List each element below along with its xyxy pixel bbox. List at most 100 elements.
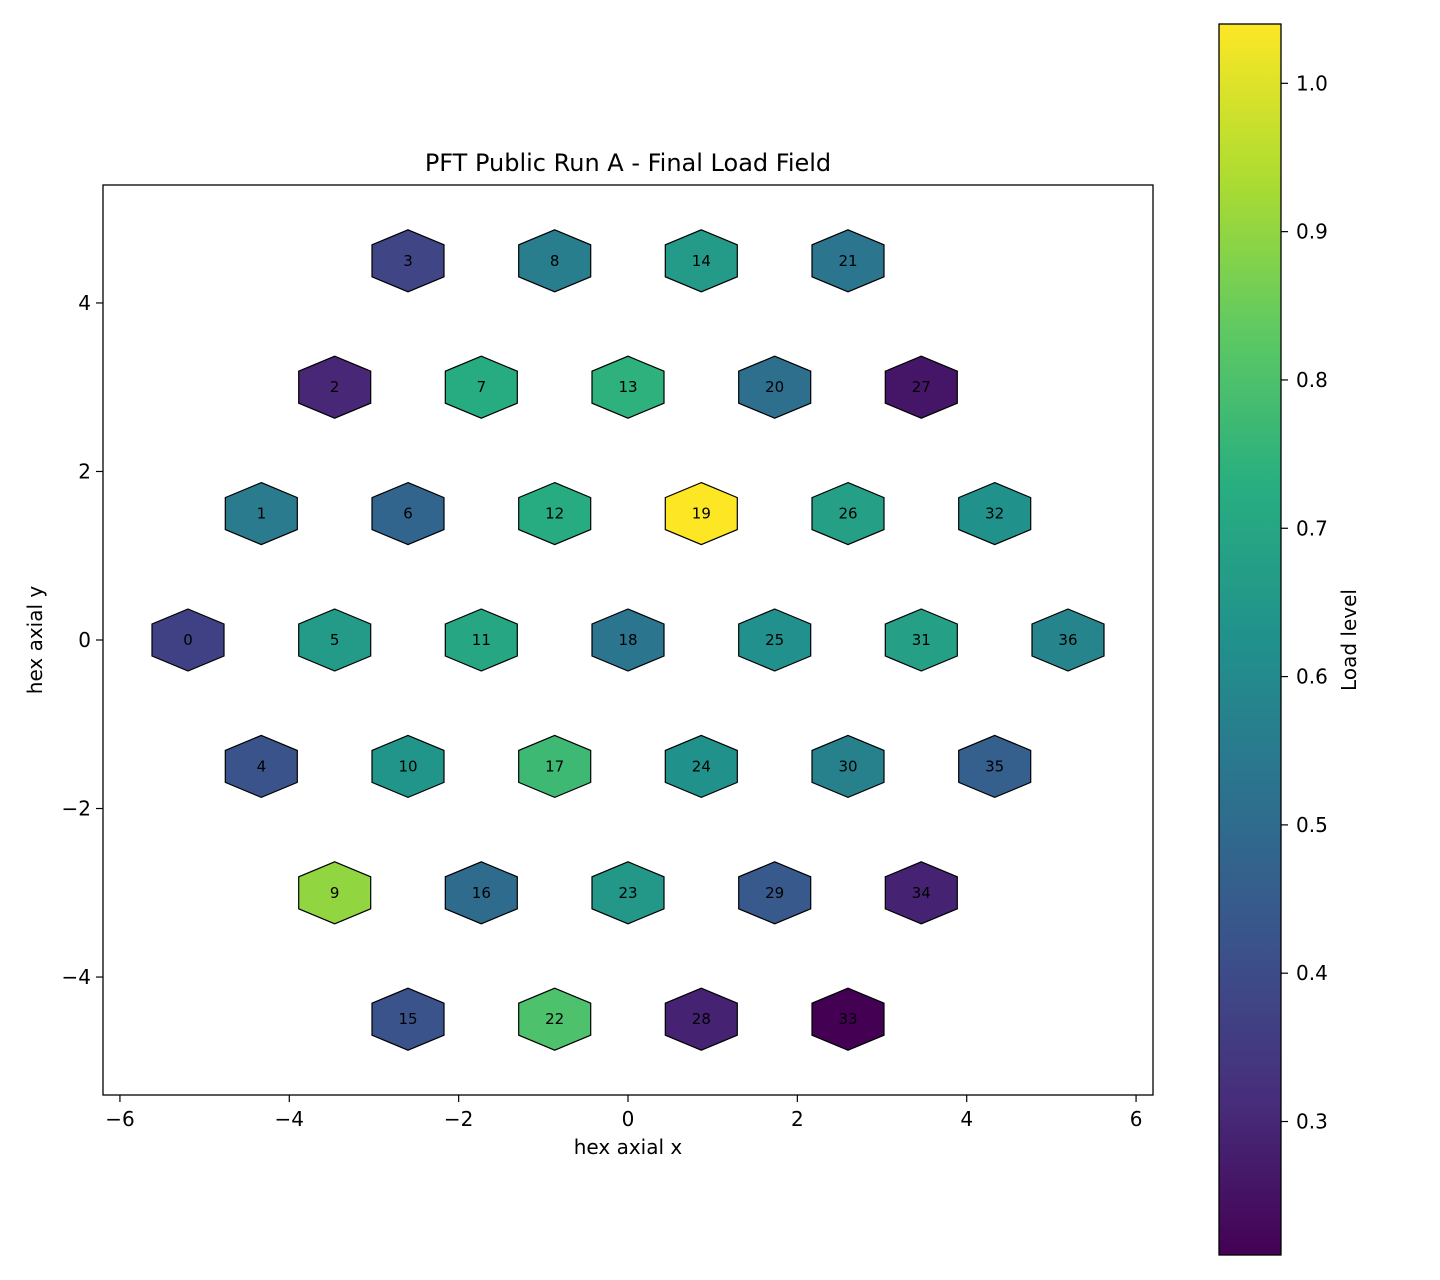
hex-cell-4: 4 <box>224 734 298 799</box>
hex-cell-label: 4 <box>257 757 267 775</box>
hex-cell-label: 17 <box>545 757 564 775</box>
hex-cell-35: 35 <box>958 734 1032 799</box>
x-tick-label: −6 <box>105 1107 134 1131</box>
y-tick-label: 0 <box>78 628 91 652</box>
hex-cell-shape <box>518 734 592 799</box>
hex-cell-label: 11 <box>472 631 491 649</box>
hex-cell-shape <box>591 355 665 419</box>
hex-cell-shape <box>371 734 445 799</box>
hex-cell-shape <box>664 734 738 799</box>
hex-cell-31: 31 <box>884 608 958 672</box>
hex-cell-8: 8 <box>518 229 592 293</box>
hex-cell-19: 19 <box>664 481 738 546</box>
hex-cell-7: 7 <box>444 355 518 419</box>
hex-cell-label: 1 <box>257 505 267 523</box>
hex-cell-0: 0 <box>151 608 225 672</box>
colorbar-tick-label: 0.6 <box>1296 665 1328 689</box>
hex-cell-shape <box>298 355 372 419</box>
hex-cell-shape <box>884 861 958 925</box>
hex-cell-29: 29 <box>738 861 812 925</box>
hex-cell-shape <box>664 481 738 546</box>
hex-cell-label: 18 <box>618 631 637 649</box>
hex-cell-shape <box>444 608 518 672</box>
hex-cell-label: 6 <box>403 505 413 523</box>
hex-cell-30: 30 <box>811 734 885 799</box>
hex-cell-shape <box>811 987 885 1051</box>
hex-cell-label: 36 <box>1058 631 1077 649</box>
hex-cell-label: 14 <box>692 252 711 270</box>
hex-cell-label: 2 <box>330 378 340 396</box>
hex-cell-shape <box>444 861 518 925</box>
y-tick-label: 2 <box>78 459 91 483</box>
hex-cell-label: 19 <box>692 505 711 523</box>
colorbar-tick-label: 0.8 <box>1296 368 1328 392</box>
hex-cell-18: 18 <box>591 608 665 672</box>
hex-cell-label: 13 <box>618 378 637 396</box>
hex-cell-16: 16 <box>444 861 518 925</box>
hex-cell-label: 28 <box>692 1010 711 1028</box>
hex-cell-label: 34 <box>912 884 931 902</box>
x-tick-label: −2 <box>444 1107 473 1131</box>
hex-cell-shape <box>811 481 885 546</box>
x-axis: −6 −4 −2 0 2 4 6 <box>105 1095 1142 1131</box>
colorbar-label: Load level <box>1337 589 1361 691</box>
hex-cell-shape <box>884 355 958 419</box>
hex-cell-10: 10 <box>371 734 445 799</box>
hex-cell-label: 35 <box>985 757 1004 775</box>
colorbar-tick-label: 0.7 <box>1296 516 1328 540</box>
hex-cell-24: 24 <box>664 734 738 799</box>
hex-cell-label: 10 <box>398 757 417 775</box>
hex-cell-label: 5 <box>330 631 340 649</box>
hex-cell-shape <box>664 229 738 293</box>
hex-cells: 0123456789101112131415161718192021222324… <box>151 229 1105 1051</box>
y-axis-label: hex axial y <box>23 586 47 695</box>
chart-title: PFT Public Run A - Final Load Field <box>425 149 831 177</box>
y-tick-label: −2 <box>62 797 91 821</box>
x-tick-label: −4 <box>275 1107 304 1131</box>
colorbar-tick-label: 0.3 <box>1296 1110 1328 1134</box>
colorbar-gradient <box>1218 23 1282 1256</box>
hex-cell-13: 13 <box>591 355 665 419</box>
hex-cell-22: 22 <box>518 987 592 1051</box>
hex-cell-11: 11 <box>444 608 518 672</box>
colorbar-ticks: 0.3 0.4 0.5 0.6 0.7 0.8 0.9 1.0 <box>1281 71 1328 1134</box>
hex-cell-21: 21 <box>811 229 885 293</box>
hex-cell-36: 36 <box>1031 608 1105 672</box>
hex-cell-15: 15 <box>371 987 445 1051</box>
hex-cell-20: 20 <box>738 355 812 419</box>
hex-cell-shape <box>738 355 812 419</box>
hex-cell-1: 1 <box>224 481 298 546</box>
hex-cell-3: 3 <box>371 229 445 293</box>
hex-cell-33: 33 <box>811 987 885 1051</box>
hex-cell-shape <box>371 229 445 293</box>
hex-cell-26: 26 <box>811 481 885 546</box>
hex-cell-shape <box>518 987 592 1051</box>
x-tick-label: 4 <box>960 1107 973 1131</box>
hex-cell-label: 32 <box>985 505 1004 523</box>
hex-cell-14: 14 <box>664 229 738 293</box>
hex-cell-shape <box>224 734 298 799</box>
hex-cell-6: 6 <box>371 481 445 546</box>
hex-cell-27: 27 <box>884 355 958 419</box>
hex-cell-label: 21 <box>838 252 857 270</box>
y-axis: −4 −2 0 2 4 <box>62 291 103 989</box>
hex-cell-label: 20 <box>765 378 784 396</box>
hex-cell-label: 3 <box>403 252 413 270</box>
hex-cell-shape <box>811 229 885 293</box>
x-tick-label: 6 <box>1130 1107 1143 1131</box>
hex-cell-label: 15 <box>398 1010 417 1028</box>
hex-cell-label: 31 <box>912 631 931 649</box>
hex-cell-shape <box>738 608 812 672</box>
x-tick-label: 2 <box>791 1107 804 1131</box>
x-axis-label: hex axial x <box>574 1135 683 1159</box>
y-tick-label: −4 <box>62 965 91 989</box>
hex-cell-label: 33 <box>838 1010 857 1028</box>
hex-cell-34: 34 <box>884 861 958 925</box>
colorbar-tick-label: 1.0 <box>1296 71 1328 95</box>
hex-cell-shape <box>518 481 592 546</box>
hex-cell-shape <box>298 861 372 925</box>
colorbar-tick-label: 0.4 <box>1296 961 1328 985</box>
hex-cell-17: 17 <box>518 734 592 799</box>
hex-cell-label: 8 <box>550 252 560 270</box>
